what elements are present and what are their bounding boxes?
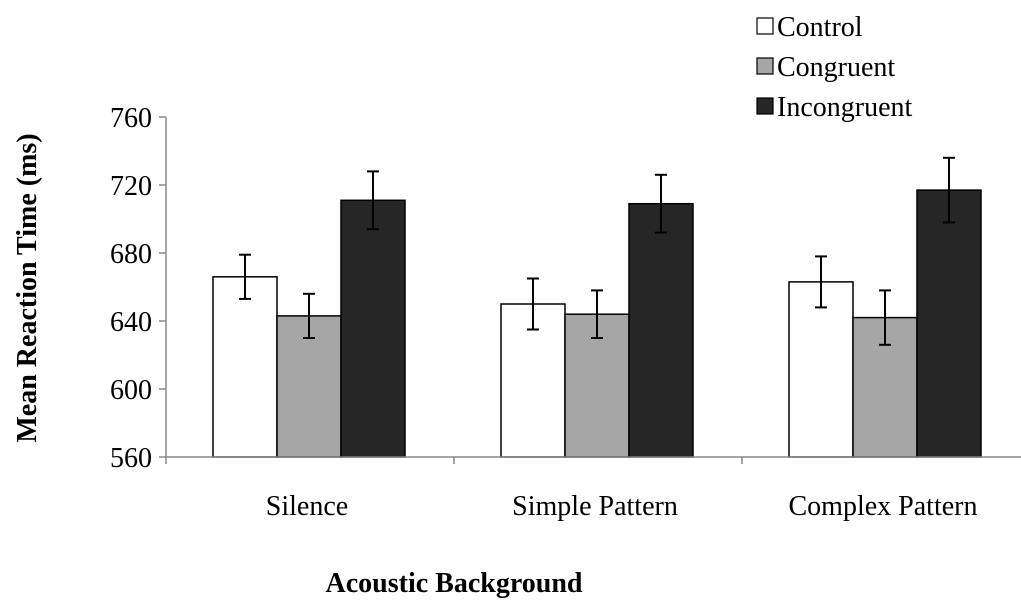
x-tick-label: Complex Pattern — [789, 491, 978, 522]
labels-layer: Silence Simple Pattern Complex Pattern 560 6… — [110, 103, 977, 522]
error-bar-control-silence — [239, 253, 251, 300]
error-bar-control-simple-pattern — [527, 277, 539, 331]
legend-swatch — [756, 57, 774, 75]
y-tick-label: 560 — [110, 443, 152, 474]
y-tick-label: 720 — [110, 171, 152, 202]
y-tick-label: 760 — [110, 103, 152, 134]
legend-item-incongruent: Incongruent — [756, 92, 913, 123]
legend-swatch — [756, 17, 774, 35]
x-tick-label: Silence — [266, 491, 348, 522]
x-tick-label: Simple Pattern — [512, 491, 678, 522]
error-bar-control-complex-pattern — [815, 255, 827, 309]
x-axis-title: Acoustic Background — [326, 568, 583, 599]
error-bar-congruent-complex-pattern — [879, 289, 891, 346]
legend-swatch — [756, 97, 774, 115]
error-bar-incongruent-simple-pattern — [655, 173, 667, 234]
bar-control-silence — [212, 276, 278, 458]
y-axis-title: Mean Reaction Time (ms) — [12, 133, 43, 442]
y-tick-label: 640 — [110, 307, 152, 338]
legend-label: Control — [777, 12, 863, 43]
legend-label: Incongruent — [777, 92, 913, 123]
error-bar-incongruent-silence — [367, 170, 379, 231]
y-tick-label: 680 — [110, 239, 152, 270]
y-tick-label: 600 — [110, 375, 152, 406]
error-bar-congruent-simple-pattern — [591, 289, 603, 339]
bar-incongruent-silence — [340, 199, 406, 458]
legend-item-congruent: Congruent — [756, 52, 895, 83]
legend-item-control: Control — [756, 12, 863, 43]
axes-layer — [159, 116, 1021, 464]
bar-incongruent-simple-pattern — [628, 202, 694, 458]
legend-label: Congruent — [777, 52, 895, 83]
bar-congruent-silence — [276, 315, 342, 458]
bar-incongruent-complex-pattern — [916, 189, 982, 458]
bar-control-complex-pattern — [788, 281, 854, 458]
bars-layer — [212, 156, 982, 458]
legend: Control Congruent Incongruent — [756, 12, 913, 123]
error-bar-congruent-silence — [303, 292, 315, 339]
error-bar-incongruent-complex-pattern — [943, 156, 955, 224]
